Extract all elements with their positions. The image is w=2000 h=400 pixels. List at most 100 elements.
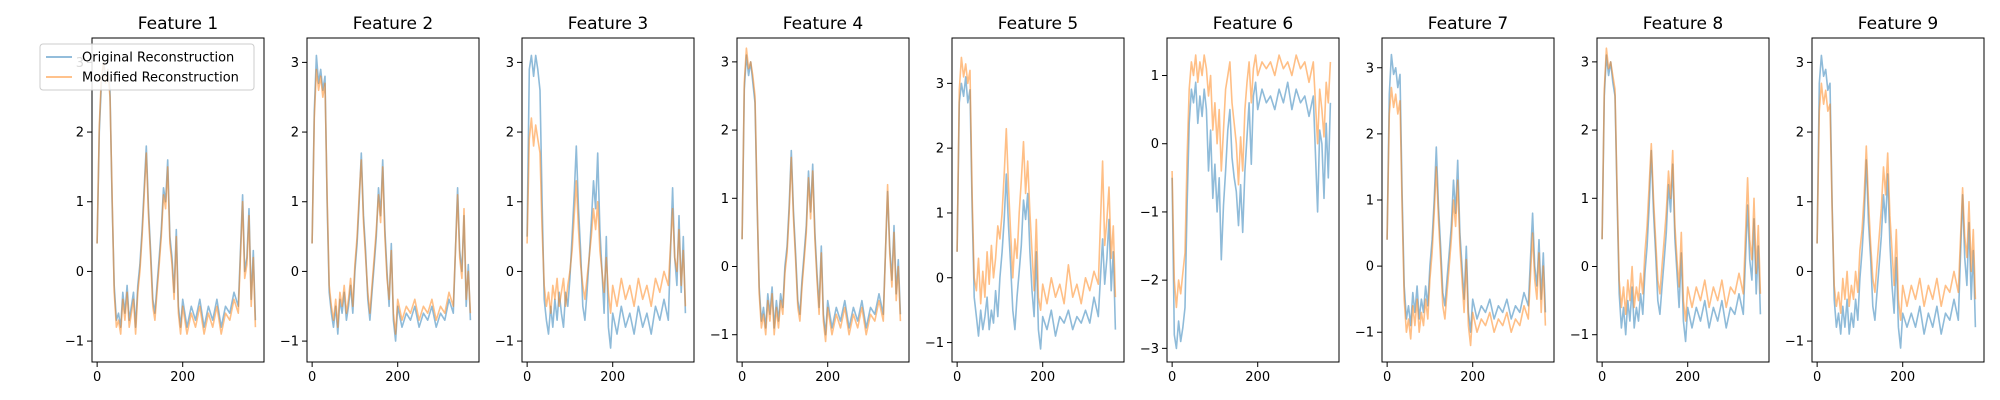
y-tick-label: 2	[291, 126, 299, 141]
series-line-modified	[1386, 86, 1547, 347]
plot-frame	[736, 37, 910, 363]
series-line-original	[956, 76, 1117, 350]
y-tick-label: 3	[1581, 55, 1589, 70]
series-line-original	[1386, 53, 1547, 334]
legend-label: Original Reconstruction	[82, 51, 234, 66]
panel-7: Feature 7 −1 0 1 2 3 0 200	[1355, 14, 1555, 385]
y-tick-label: −1	[925, 336, 944, 351]
y-tick-label: 3	[936, 77, 944, 92]
x-tick-label: 200	[1675, 370, 1700, 385]
plot-frame	[521, 37, 695, 363]
y-tick-label: 2	[936, 142, 944, 157]
y-tick-label: 3	[721, 55, 729, 70]
plot-frame	[951, 37, 1125, 363]
y-tick-label: −1	[1140, 205, 1159, 220]
y-tick-label: 1	[1796, 195, 1804, 210]
panel-5: Feature 5 −1 0 1 2 3 0 200	[925, 14, 1125, 385]
panel-title: Feature 7	[1428, 14, 1508, 34]
x-tick-label: 0	[953, 370, 961, 385]
y-tick-label: 2	[1581, 124, 1589, 139]
series-line-modified	[1816, 82, 1977, 322]
series-line-modified	[1171, 54, 1332, 309]
panel-title: Feature 1	[138, 14, 218, 34]
y-tick-label: 0	[506, 265, 514, 280]
series-line-original	[96, 61, 257, 329]
y-tick-label: 0	[1796, 265, 1804, 280]
series-line-original	[1171, 81, 1332, 350]
x-tick-label: 0	[1383, 370, 1391, 385]
y-tick-label: −3	[1140, 342, 1159, 357]
y-tick-label: 1	[721, 192, 729, 207]
legend: Original Reconstruction Modified Reconstr…	[39, 43, 255, 91]
y-tick-label: 2	[76, 126, 84, 141]
x-tick-label: 200	[170, 370, 195, 385]
panel-2: Feature 2 −1 0 1 2 3 0 200	[280, 14, 480, 385]
panel-title: Feature 3	[568, 14, 648, 34]
x-tick-label: 200	[1030, 370, 1055, 385]
panel-9: Feature 9 −1 0 1 2 3 0 200	[1785, 14, 1985, 385]
x-tick-label: 0	[523, 370, 531, 385]
y-tick-label: 2	[506, 126, 514, 141]
series-line-modified	[956, 56, 1117, 312]
panel-8: Feature 8 −1 0 1 2 3 0 200	[1570, 14, 1770, 385]
y-tick-label: 1	[1151, 69, 1159, 84]
y-tick-label: 0	[76, 265, 84, 280]
y-tick-label: −1	[710, 328, 729, 343]
panel-title: Feature 9	[1858, 14, 1938, 34]
y-tick-label: 0	[1366, 260, 1374, 275]
y-tick-label: 1	[76, 195, 84, 210]
plot-frame	[306, 37, 480, 363]
x-tick-label: 200	[1245, 370, 1270, 385]
x-tick-label: 200	[385, 370, 410, 385]
y-tick-label: 3	[291, 56, 299, 71]
panel-title: Feature 2	[353, 14, 433, 34]
x-tick-label: 0	[1598, 370, 1606, 385]
y-tick-label: 0	[721, 260, 729, 275]
y-tick-label: 2	[1796, 126, 1804, 141]
panel-3: Feature 3 −1 0 1 2 3 0 200	[495, 14, 695, 385]
x-tick-label: 200	[1890, 370, 1915, 385]
series-line-original	[311, 54, 472, 342]
y-tick-label: −1	[1570, 328, 1589, 343]
y-tick-label: −1	[280, 335, 299, 350]
legend-box	[39, 43, 255, 91]
x-tick-label: 200	[600, 370, 625, 385]
panel-title: Feature 5	[998, 14, 1078, 34]
panel-6: Feature 6 −3 −2 −1 0 1 0 200	[1140, 14, 1340, 385]
x-tick-label: 200	[815, 370, 840, 385]
y-tick-label: −1	[495, 335, 514, 350]
series-line-original	[1601, 54, 1762, 343]
y-tick-label: 1	[1581, 192, 1589, 207]
y-tick-label: 1	[1366, 194, 1374, 209]
series-line-modified	[96, 61, 257, 335]
y-tick-label: 1	[506, 195, 514, 210]
panel-title: Feature 4	[783, 14, 863, 34]
y-tick-label: 3	[1796, 56, 1804, 71]
x-tick-label: 0	[93, 370, 101, 385]
series-line-original	[741, 54, 902, 336]
y-tick-label: −1	[1785, 335, 1804, 350]
panel-4: Feature 4 −1 0 1 2 3 0 200	[710, 14, 910, 385]
series-line-modified	[311, 68, 472, 335]
y-tick-label: −1	[1355, 326, 1374, 341]
plot-frame	[91, 37, 265, 363]
plot-frame	[1596, 37, 1770, 363]
y-tick-label: 0	[1581, 260, 1589, 275]
series-line-original	[1816, 54, 1977, 349]
y-tick-label: 0	[1151, 137, 1159, 152]
panel-title: Feature 6	[1213, 14, 1293, 34]
x-tick-label: 0	[738, 370, 746, 385]
series-line-modified	[526, 117, 687, 315]
y-tick-label: 1	[936, 206, 944, 221]
y-tick-label: 3	[506, 56, 514, 71]
x-tick-label: 0	[1168, 370, 1176, 385]
x-tick-label: 200	[1460, 370, 1485, 385]
y-tick-label: 2	[1366, 127, 1374, 142]
y-tick-label: −2	[1140, 274, 1159, 289]
plot-frame	[1166, 37, 1340, 363]
y-tick-label: 3	[1366, 61, 1374, 76]
y-tick-label: 1	[291, 195, 299, 210]
x-tick-label: 0	[1813, 370, 1821, 385]
legend-label: Modified Reconstruction	[82, 71, 239, 86]
